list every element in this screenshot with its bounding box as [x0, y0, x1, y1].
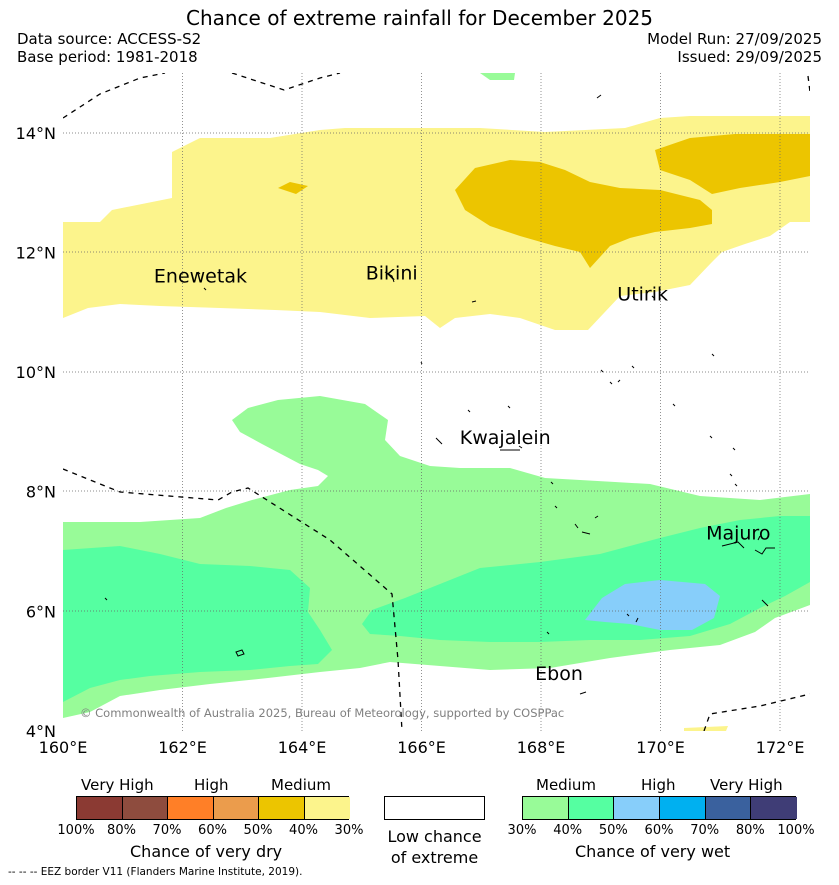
- base-period-label: Base period: 1981-2018: [17, 48, 198, 66]
- legend-swatch: [259, 797, 305, 819]
- dry-very-high-label: Very High: [81, 776, 154, 794]
- rainfall-map: Enewetak BikiniUtirikKwajaleinMajuroEbon …: [16, 73, 810, 757]
- legend-swatch: [705, 797, 752, 819]
- legend-percent-label: 60%: [644, 823, 674, 838]
- wet-legend-title: Chance of very wet: [575, 842, 731, 861]
- dry-40-50-region-east: [655, 134, 810, 194]
- legend-swatch: [660, 797, 706, 819]
- legend-swatch: [304, 797, 350, 819]
- dry-legend-title: Chance of very dry: [130, 842, 283, 861]
- place-label-utirik: Utirik: [617, 283, 668, 305]
- legend-percent-label: 50%: [243, 823, 273, 838]
- longitude-tick-labels: 160°E 162°E 164°E 166°E 168°E 170°E 172°E: [39, 738, 805, 757]
- legend-percent-label: 40%: [553, 823, 583, 838]
- legend-swatch: [77, 797, 123, 819]
- model-run-label: Model Run: 27/09/2025: [647, 30, 822, 48]
- eez-border-note: -- -- -- EEZ border V11 (Flanders Marine…: [8, 866, 303, 878]
- latitude-tick-label: 4°N: [26, 722, 56, 741]
- legend-percent-label: 100%: [57, 823, 95, 838]
- wet-40-50-region-west: [63, 546, 332, 702]
- dry-high-label: High: [194, 776, 229, 794]
- longitude-tick-label: 170°E: [636, 738, 685, 757]
- islands: [104, 94, 775, 695]
- latitude-tick-label: 14°N: [16, 124, 56, 143]
- legend-swatch: [213, 797, 259, 819]
- place-label-bikini: Bikini: [366, 262, 418, 284]
- longitude-tick-label: 162°E: [158, 738, 207, 757]
- dry-40-50-patch: [278, 182, 308, 194]
- dry-30-40-region: [63, 116, 810, 330]
- place-labels: Enewetak Bikini Utirik Kwajalein Majuro Ebon: [154, 262, 771, 685]
- latitude-tick-labels: 4°N 6°N 8°N 10°N 12°N 14°N: [16, 124, 56, 741]
- longitude-tick-label: 172°E: [756, 738, 805, 757]
- issued-label: Issued: 29/09/2025: [677, 48, 822, 66]
- latitude-tick-label: 6°N: [26, 602, 56, 621]
- low-chance-swatch: [384, 796, 485, 820]
- latitude-tick-label: 10°N: [16, 363, 56, 382]
- legend-swatch: [614, 797, 660, 819]
- wet-very-high-label: Very High: [710, 776, 783, 794]
- dry-40-50-region: [455, 160, 712, 268]
- wet-medium-label: Medium: [536, 776, 596, 794]
- latitude-tick-label: 8°N: [26, 483, 56, 502]
- legend-percent-label: 80%: [735, 823, 765, 838]
- dry-30-40-patch-south: [684, 726, 728, 731]
- place-label-majuro: Majuro: [706, 523, 770, 545]
- wet-high-label: High: [641, 776, 676, 794]
- copyright-text: © Commonwealth of Australia 2025, Bureau…: [80, 706, 564, 720]
- map-fields: [63, 73, 810, 731]
- legend-percent-label: 40%: [289, 823, 318, 838]
- legend-swatch: [122, 797, 168, 819]
- low-chance-label-line1: Low chance: [387, 827, 482, 846]
- longitude-tick-label: 166°E: [397, 738, 446, 757]
- legend-swatch: [168, 797, 214, 819]
- wet-30-40-patch-north: [480, 73, 515, 80]
- place-label-kwajalein: Kwajalein: [460, 427, 551, 449]
- map-title: Chance of extreme rainfall for December …: [185, 6, 654, 30]
- latitude-tick-label: 12°N: [16, 243, 56, 262]
- eez-borders: [63, 73, 810, 731]
- legend-percent-label: 50%: [598, 823, 628, 838]
- legend-percent-label: 30%: [334, 823, 364, 838]
- legend-percent-label: 100%: [777, 823, 815, 838]
- legend-swatch: [523, 797, 569, 819]
- legend-percent-label: 60%: [198, 823, 227, 838]
- legend-percent-label: 30%: [507, 823, 537, 838]
- wet-color-bar: [522, 796, 797, 820]
- low-chance-label-line2: of extreme: [390, 848, 479, 867]
- legend-swatch: [568, 797, 615, 819]
- legend-percent-label: 70%: [152, 823, 182, 838]
- longitude-tick-label: 164°E: [278, 738, 327, 757]
- wet-50-60-region: [585, 580, 720, 630]
- dry-color-bar: [76, 796, 350, 820]
- longitude-tick-label: 160°E: [39, 738, 88, 757]
- dry-medium-label: Medium: [271, 776, 331, 794]
- place-label-ebon: Ebon: [535, 663, 583, 685]
- longitude-tick-label: 168°E: [517, 738, 566, 757]
- legend-percent-label: 70%: [690, 823, 720, 838]
- legend-percent-label: 80%: [107, 823, 136, 838]
- data-source-label: Data source: ACCESS-S2: [17, 30, 202, 48]
- legend-swatch: [751, 797, 797, 819]
- place-label-enewetak: Enewetak: [154, 265, 247, 287]
